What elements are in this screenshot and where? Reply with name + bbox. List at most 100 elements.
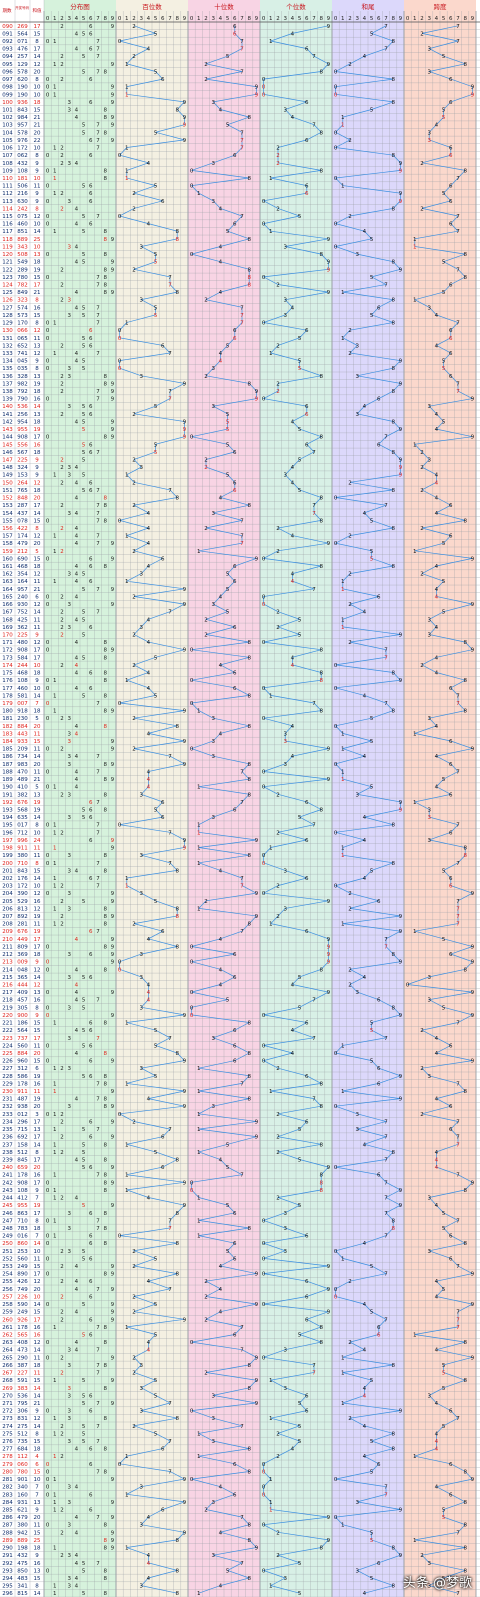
dist-digit: 5 (82, 617, 86, 623)
dist-digit: 8 (103, 1546, 107, 1552)
trend-point: 9 (327, 1310, 331, 1316)
dist-digit: 9 (111, 1538, 115, 1544)
trend-point: 4 (363, 975, 367, 981)
trend-point: 6 (305, 138, 309, 144)
trend-point: 4 (435, 1348, 439, 1354)
trend-point: 1 (341, 123, 345, 129)
dist-digit: 4 (75, 465, 79, 471)
row-issue: 215 (2, 975, 13, 981)
row-issue: 144 (2, 435, 13, 441)
dist-digit: 4 (75, 754, 79, 760)
dist-digit: 5 (82, 305, 86, 311)
trend-point: 9 (183, 381, 187, 387)
row-issue: 170 (2, 633, 13, 639)
row-sum: 8 (35, 321, 39, 327)
trend-point: 0 (262, 1241, 266, 1247)
row-sum: 12 (34, 1416, 41, 1422)
trend-point: 6 (233, 808, 237, 814)
dist-digit: 9 (111, 602, 115, 608)
dist-digit: 6 (89, 1241, 93, 1247)
dist-digit: 5 (82, 1028, 86, 1034)
dist-digit: 4 (75, 594, 79, 600)
dist-digit: 8 (103, 1180, 107, 1186)
row-sum: 7 (35, 1196, 39, 1202)
trend-point: 5 (226, 229, 230, 235)
row-sum: 19 (34, 381, 41, 387)
trend-point: 2 (348, 572, 352, 578)
row-issue: 250 (2, 1241, 13, 1247)
trend-point: 3 (139, 1386, 143, 1392)
dist-digit: 8 (103, 648, 107, 654)
trend-point: 6 (305, 876, 309, 882)
dist-digit: 3 (67, 366, 71, 372)
row-issue: 204 (2, 891, 13, 897)
row-issue: 160 (2, 556, 13, 562)
trend-point: 1 (197, 846, 201, 852)
trend-point: 8 (247, 853, 251, 859)
trend-point: 1 (413, 731, 417, 737)
trend-point: 6 (161, 800, 165, 806)
trend-point: 1 (125, 579, 129, 585)
row-sum: 9 (35, 191, 39, 197)
row-sum: 18 (34, 564, 41, 570)
dist-digit: 7 (96, 321, 100, 327)
row-draw: 244 (17, 663, 28, 669)
row-issue: 109 (2, 168, 13, 174)
trend-point: 4 (435, 427, 439, 433)
dist-digit: 9 (111, 1477, 115, 1483)
header-sum: 和值 (33, 7, 42, 14)
trend-point: 6 (161, 556, 165, 562)
trend-point: 7 (456, 214, 460, 220)
dist-digit: 9 (111, 1355, 115, 1361)
dist-digit: 0 (46, 640, 50, 646)
trend-point: 0 (118, 336, 122, 342)
row-draw: 249 (17, 1310, 28, 1316)
trend-point: 2 (276, 625, 280, 631)
trend-point: 2 (132, 747, 136, 753)
dist-digit: 7 (96, 503, 100, 509)
trend-point: 3 (139, 298, 143, 304)
trend-point: 9 (183, 419, 187, 425)
row-draw: 289 (17, 267, 28, 273)
trend-point: 0 (334, 884, 338, 890)
trend-point: 5 (442, 108, 446, 114)
dist-digit: 0 (46, 435, 50, 441)
dist-digit: 3 (67, 853, 71, 859)
header-digit: 2 (420, 16, 424, 22)
dist-digit: 8 (103, 808, 107, 814)
trend-point: 7 (312, 587, 316, 593)
trend-point: 8 (391, 1584, 395, 1590)
trend-point: 4 (147, 990, 151, 996)
row-sum: 21 (34, 587, 41, 593)
trend-point: 6 (233, 671, 237, 677)
trend-point: 1 (125, 321, 129, 327)
trend-point: 5 (370, 1530, 374, 1536)
dist-digit: 5 (82, 1561, 86, 1567)
trend-point: 4 (435, 480, 439, 486)
trend-point: 1 (413, 442, 417, 448)
trend-point: 8 (319, 130, 323, 136)
row-draw: 849 (17, 290, 28, 296)
dist-digit: 7 (96, 823, 100, 829)
row-issue: 253 (2, 1264, 13, 1270)
dist-digit: 8 (103, 290, 107, 296)
dist-digit: 9 (111, 237, 115, 243)
trend-point: 7 (168, 1401, 172, 1407)
header-draw: 开奖号码 (15, 5, 29, 10)
row-draw: 983 (17, 762, 28, 768)
dist-digit: 6 (89, 47, 93, 53)
row-draw: 443 (17, 731, 28, 737)
dist-digit: 5 (82, 975, 86, 981)
trend-point: 4 (435, 754, 439, 760)
row-draw: 340 (17, 1485, 28, 1491)
dist-digit: 4 (75, 115, 79, 121)
header-digit: 2 (276, 16, 280, 22)
trend-point: 1 (341, 115, 345, 121)
trend-point: 3 (211, 739, 215, 745)
trend-point: 7 (168, 283, 172, 289)
trend-point: 9 (327, 937, 331, 943)
dist-digit: 4 (75, 206, 79, 212)
row-sum: 11 (34, 184, 41, 190)
row-draw: 911 (17, 1089, 28, 1095)
dist-digit: 8 (103, 792, 107, 798)
